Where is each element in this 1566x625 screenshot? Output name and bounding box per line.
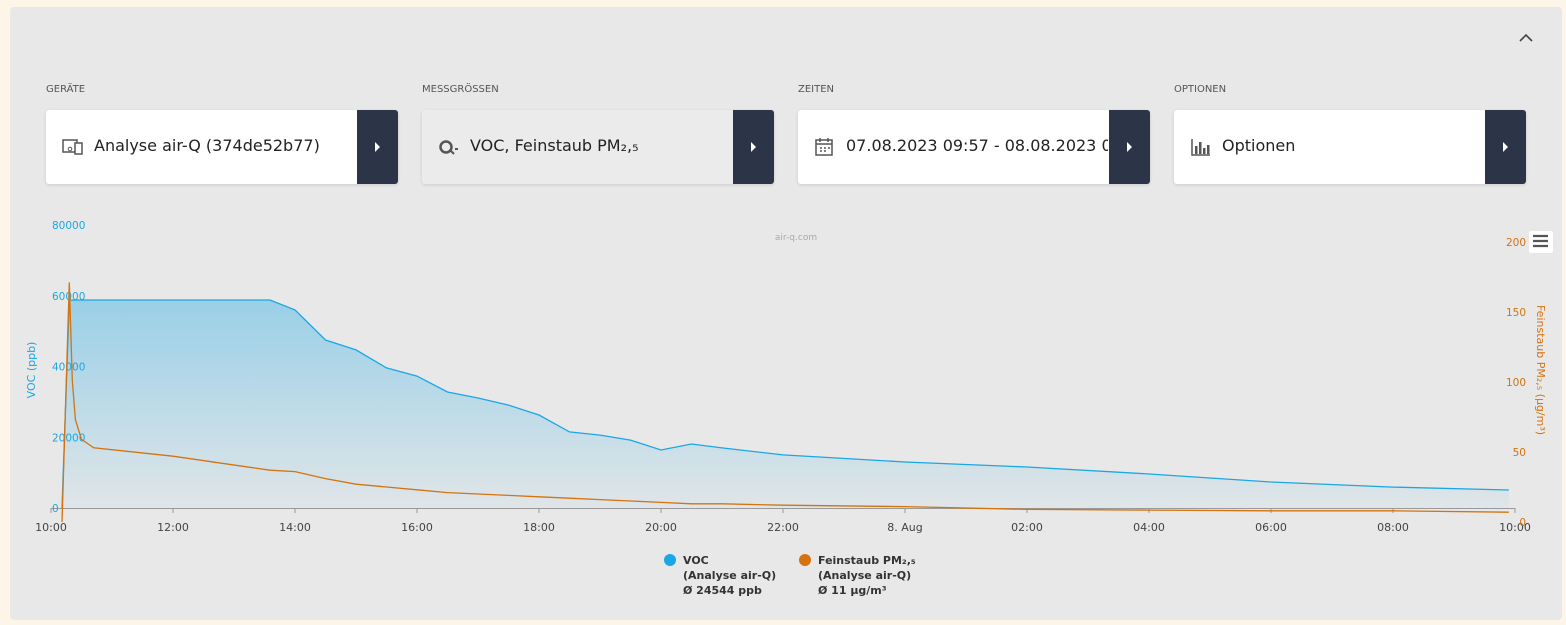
legend-average: Ø 24544 ppb bbox=[683, 584, 762, 597]
measures-card[interactable]: VOC, Feinstaub PM₂,₅ bbox=[422, 110, 774, 184]
calendar-icon bbox=[815, 138, 833, 156]
legend-source: (Analyse air-Q) bbox=[683, 569, 776, 582]
filter-label: MESSGRÖSSEN bbox=[422, 84, 499, 95]
filter-label: GERÄTE bbox=[46, 84, 86, 95]
device-value: Analyse air-Q (374de52b77) bbox=[94, 136, 320, 155]
time-card[interactable]: 07.08.2023 09:57 - 08.08.2023 09:... bbox=[798, 110, 1150, 184]
line bbox=[61, 299, 1509, 509]
x-tick-label: 20:00 bbox=[645, 521, 677, 534]
area bbox=[62, 300, 1509, 508]
y-axis-title: VOC (ppb) bbox=[25, 342, 38, 399]
y-tick-label: 80000 bbox=[52, 220, 85, 232]
legend-name: VOC bbox=[683, 554, 709, 567]
y-tick-label: 0 bbox=[52, 503, 59, 515]
y2-tick-label: 150 bbox=[1506, 307, 1526, 319]
x-tick-label: 04:00 bbox=[1133, 521, 1165, 534]
measures-value: VOC, Feinstaub PM₂,₅ bbox=[470, 136, 639, 155]
y2-tick-label: 0 bbox=[1519, 517, 1526, 529]
legend-marker bbox=[799, 554, 811, 566]
x-tick-label: 18:00 bbox=[523, 521, 555, 534]
legend-marker bbox=[664, 554, 676, 566]
x-tick-label: 02:00 bbox=[1011, 521, 1043, 534]
time-value: 07.08.2023 09:57 - 08.08.2023 09:... bbox=[846, 136, 1108, 155]
x-tick-label: 12:00 bbox=[157, 521, 189, 534]
x-tick-label: 06:00 bbox=[1255, 521, 1287, 534]
menu-button[interactable] bbox=[1529, 231, 1553, 253]
legend-average: Ø 11 µg/m³ bbox=[818, 584, 887, 597]
chart-icon bbox=[1191, 139, 1210, 156]
open-button[interactable] bbox=[1485, 110, 1526, 184]
collapse-icon[interactable] bbox=[1519, 33, 1533, 42]
y2-tick-label: 50 bbox=[1513, 447, 1526, 459]
filter-label: ZEITEN bbox=[798, 84, 835, 95]
x-tick-label: 10:00 bbox=[1499, 521, 1531, 534]
device-icon bbox=[62, 139, 83, 155]
open-button[interactable] bbox=[357, 110, 398, 184]
legend-source: (Analyse air-Q) bbox=[818, 569, 911, 582]
y2-axis-title: Feinstaub PM₂,₅ (µg/m³) bbox=[1534, 305, 1547, 435]
options-card[interactable]: Optionen bbox=[1174, 110, 1526, 184]
x-tick-label: 08:00 bbox=[1377, 521, 1409, 534]
device-card[interactable]: Analyse air-Q (374de52b77) bbox=[46, 110, 398, 184]
x-tick-label: 10:00 bbox=[35, 521, 67, 534]
x-tick-label: 8. Aug bbox=[887, 521, 922, 534]
open-button[interactable] bbox=[733, 110, 774, 184]
filter-label: OPTIONEN bbox=[1174, 84, 1227, 95]
legend-name: Feinstaub PM₂,₅ bbox=[818, 554, 916, 567]
options-value: Optionen bbox=[1222, 136, 1296, 155]
y2-tick-label: 100 bbox=[1506, 377, 1526, 389]
open-button[interactable] bbox=[1109, 110, 1150, 184]
x-tick-label: 22:00 bbox=[767, 521, 799, 534]
line bbox=[61, 282, 1509, 523]
y2-tick-label: 200 bbox=[1506, 237, 1526, 249]
watermark: air-q.com bbox=[775, 233, 817, 243]
x-tick-label: 14:00 bbox=[279, 521, 311, 534]
search-icon bbox=[439, 140, 458, 155]
x-tick-label: 16:00 bbox=[401, 521, 433, 534]
